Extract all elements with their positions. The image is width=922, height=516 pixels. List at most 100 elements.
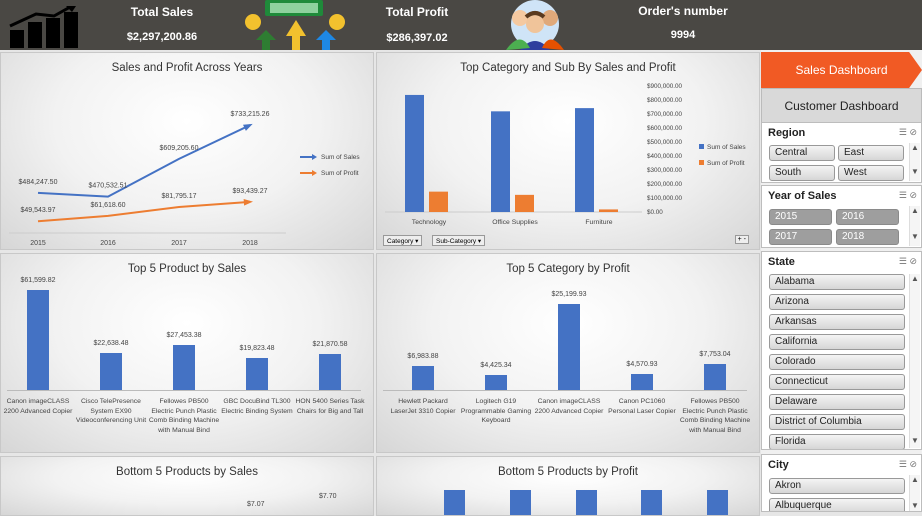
x-tick-label: 2015	[30, 240, 46, 247]
legend-swatch	[699, 144, 704, 149]
series-arrow	[243, 123, 253, 131]
slicer-item[interactable]: Florida	[769, 434, 905, 449]
data-label: $61,618.60	[90, 202, 125, 209]
bar	[100, 353, 122, 390]
series-line	[37, 200, 251, 223]
chart-title: Top 5 Product by Sales	[127, 263, 247, 275]
multiselect-clear-icons[interactable]: ☰ ⊘	[898, 459, 917, 469]
series-arrow	[243, 198, 253, 206]
data-label: $49,543.97	[20, 207, 55, 214]
scrollbar[interactable]: ▲ ▼	[909, 475, 920, 511]
series-line	[37, 124, 251, 198]
x-tick-label: 2017	[171, 240, 187, 247]
y-tick-label: $400,000.00	[647, 153, 683, 160]
bar	[444, 490, 465, 515]
slicer-item[interactable]: Connecticut	[769, 374, 905, 390]
subcategory-filter-button[interactable]: Sub-Category ▾	[432, 235, 486, 246]
slicer-item[interactable]: 2018	[836, 229, 899, 245]
y-tick-label: $700,000.00	[647, 111, 683, 118]
bottom5-product-profit-chart[interactable]: Bottom 5 Products by Profit	[376, 456, 760, 516]
bar	[575, 108, 594, 212]
category-filter-button[interactable]: Category ▾	[383, 235, 423, 246]
line-chart-plot: $484,247.50 $470,532.51 $609,205.60 $733,21…	[9, 111, 360, 247]
scrollbar[interactable]: ▲ ▼	[909, 206, 920, 246]
slicer-item[interactable]: District of Columbia	[769, 414, 905, 430]
bar	[707, 490, 728, 515]
slicer-item[interactable]: East	[838, 145, 904, 161]
data-label: $4,425.34	[480, 361, 512, 369]
y-tick-label: $800,000.00	[647, 97, 683, 104]
category-label: Canon imageCLASS 2200 Advanced Copier	[534, 398, 604, 415]
category-label: HON 5400 Series Task Chairs for Big and …	[295, 398, 365, 415]
chart-title: Bottom 5 Products by Sales	[116, 466, 258, 478]
data-label: $7.07	[247, 501, 265, 508]
data-label: $61,599.82	[20, 277, 56, 284]
slicer-item[interactable]: West	[838, 165, 904, 181]
sales-dashboard-button[interactable]: Sales Dashboard	[761, 52, 922, 88]
x-axis	[383, 390, 747, 391]
money-growth-icon	[238, 0, 353, 50]
chart-title: Top Category and Sub By Sales and Profit	[460, 62, 676, 74]
slicer-item[interactable]: South	[769, 165, 835, 181]
data-label: $609,205.60	[160, 145, 199, 152]
legend-arrow	[312, 154, 317, 160]
total-profit-label: Total Profit	[385, 5, 449, 19]
bar	[319, 354, 341, 390]
slicer-item[interactable]: Arizona	[769, 294, 905, 310]
bar	[491, 111, 510, 212]
bottom5-product-sales-chart[interactable]: Bottom 5 Products by Sales $7.07 $7.70	[0, 456, 374, 516]
data-label: $19,823.48	[239, 344, 275, 352]
sales-profit-years-chart[interactable]: Sales and Profit Across Years $484,247.5…	[0, 52, 374, 250]
y-tick-label: $600,000.00	[647, 125, 683, 132]
slicer-item[interactable]: Albuquerque	[769, 498, 905, 511]
filter-label: Category	[387, 238, 414, 245]
data-label: $27,453.38	[166, 332, 202, 340]
scrollbar[interactable]: ▲ ▼	[909, 274, 920, 448]
slicer-title: Region	[768, 127, 806, 139]
legend-label: Sum of Profit	[321, 170, 359, 177]
bar	[429, 191, 448, 212]
kpi-header: Total Sales $2,297,200.86 Total Profit $…	[0, 0, 922, 50]
slicer-item[interactable]: Central	[769, 145, 835, 161]
multiselect-clear-icons[interactable]: ☰ ⊘	[898, 190, 917, 200]
top5-product-sales-chart[interactable]: Top 5 Product by Sales $61,599.82 Canon i…	[0, 253, 374, 453]
data-label: $470,532.51	[89, 183, 128, 190]
scrollbar[interactable]: ▲ ▼	[909, 143, 920, 181]
slicer-item[interactable]: California	[769, 334, 905, 350]
legend-label: Sum of Profit	[707, 160, 745, 167]
slicer-item[interactable]: Arkansas	[769, 314, 905, 330]
city-slicer: City ☰ ⊘ Akron Albuquerque ▲ ▼	[761, 454, 922, 512]
total-sales-value: $2,297,200.86	[126, 31, 198, 43]
x-tick-label: Technology	[412, 219, 447, 226]
region-slicer: Region ☰ ⊘ Central East South West ▲ ▼	[761, 122, 922, 183]
slicer-item[interactable]: 2017	[769, 229, 832, 245]
slicer-item[interactable]: Delaware	[769, 394, 905, 410]
slicer-item[interactable]: Alabama	[769, 274, 905, 290]
data-label: $733,215.26	[231, 111, 270, 118]
data-label: $21,870.58	[312, 341, 348, 349]
orders-label: Order's number	[638, 4, 728, 18]
state-slicer: State ☰ ⊘ Alabama Arizona Arkansas Californ…	[761, 251, 922, 450]
bar	[485, 374, 507, 390]
multiselect-clear-icons[interactable]: ☰ ⊘	[898, 127, 917, 137]
bar	[412, 366, 434, 390]
category-label: Fellowes PB500 Electric Punch Plastic Co…	[148, 398, 220, 434]
y-tick-label: $100,000.00	[647, 195, 683, 202]
slicer-item[interactable]: Colorado	[769, 354, 905, 370]
top5-category-profit-chart[interactable]: Top 5 Category by Profit $6,983.88 Hewlet…	[376, 253, 760, 453]
total-sales-label: Total Sales	[130, 5, 194, 19]
multiselect-clear-icons[interactable]: ☰ ⊘	[898, 256, 917, 266]
legend-label: Sum of Sales	[321, 154, 360, 161]
slicer-item[interactable]: Akron	[769, 478, 905, 494]
filter-label: Sub-Category	[436, 238, 477, 245]
bar	[515, 194, 534, 212]
slicer-item[interactable]: 2015	[769, 209, 832, 225]
slicer-item[interactable]: 2016	[836, 209, 899, 225]
y-tick-label: $200,000.00	[647, 181, 683, 188]
chart-title: Top 5 Category by Profit	[506, 263, 630, 275]
top-category-chart[interactable]: Top Category and Sub By Sales and Profit…	[376, 52, 760, 250]
bar	[576, 490, 597, 515]
expand-collapse-button[interactable]: + -	[734, 235, 749, 244]
year-slicer: Year of Sales ☰ ⊘ 2015 2016 2017 2018 ▲ ▼	[761, 185, 922, 248]
customer-dashboard-button[interactable]: Customer Dashboard	[761, 88, 922, 124]
